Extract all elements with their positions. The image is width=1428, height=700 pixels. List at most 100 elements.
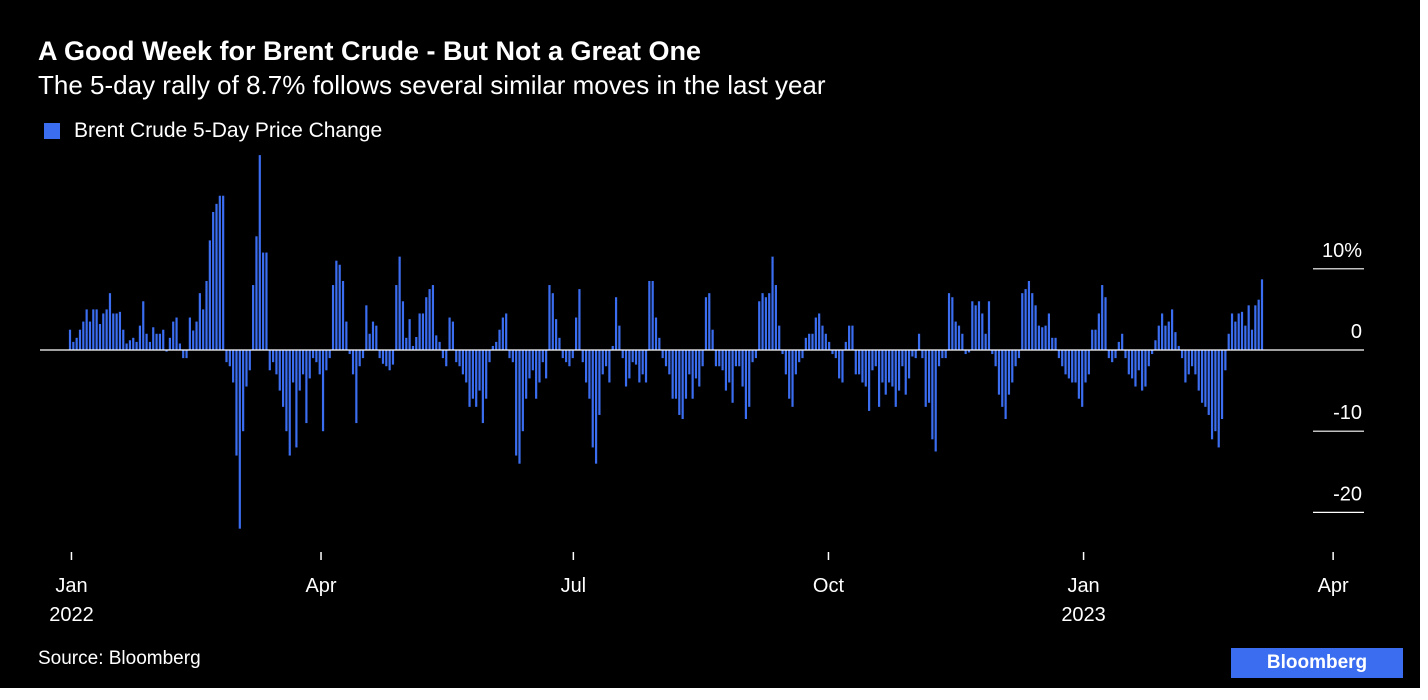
bar (834, 350, 837, 359)
bar (428, 289, 431, 350)
legend-swatch (44, 123, 60, 139)
bar (272, 350, 275, 363)
bar (624, 350, 628, 387)
bar (438, 341, 441, 350)
bar (798, 350, 801, 363)
bar (984, 333, 987, 350)
bar (262, 252, 265, 350)
bar (841, 350, 844, 383)
bar (1124, 350, 1127, 359)
bar (591, 350, 594, 448)
bar (761, 293, 764, 350)
bar (85, 309, 88, 350)
x-tick-label: Apr (1318, 575, 1349, 597)
bar (1101, 285, 1104, 350)
bar (182, 350, 185, 359)
bar (1240, 311, 1244, 350)
bar (1244, 325, 1247, 350)
bar (381, 350, 385, 364)
bar (1027, 280, 1031, 350)
bar (974, 305, 977, 350)
bar (455, 350, 458, 363)
bar (814, 317, 817, 350)
bar (1134, 350, 1137, 387)
bar (641, 350, 644, 375)
bar (215, 203, 218, 350)
bar (258, 155, 261, 350)
bar (228, 350, 231, 367)
bar (594, 350, 598, 464)
bar (578, 289, 581, 350)
bar (1011, 350, 1014, 383)
bar (1081, 350, 1084, 407)
bar (388, 350, 391, 371)
bar (871, 350, 874, 371)
bar (651, 280, 654, 350)
bar (1034, 305, 1037, 350)
bar (311, 350, 315, 359)
bar (1161, 313, 1164, 350)
bar (738, 350, 741, 367)
bar (634, 350, 638, 365)
bar (1064, 350, 1067, 375)
bar (811, 333, 814, 350)
bar (1257, 299, 1260, 350)
bar (1054, 337, 1057, 350)
bar (1190, 350, 1194, 367)
bar (78, 329, 82, 350)
bar (997, 350, 1001, 395)
bar (1180, 350, 1184, 359)
bar (1024, 289, 1027, 350)
bar (305, 350, 308, 424)
bar (105, 309, 108, 350)
bar (1071, 350, 1074, 383)
bar (934, 350, 937, 452)
bar (911, 350, 914, 357)
bar (405, 337, 408, 350)
bar (122, 329, 125, 350)
bar (218, 195, 221, 350)
bar (914, 350, 917, 359)
source-note: Source: Bloomberg (38, 648, 201, 669)
bar (1114, 350, 1117, 359)
bar (461, 350, 464, 375)
bar (371, 321, 375, 350)
bar (1214, 350, 1217, 432)
bar (268, 350, 271, 371)
bar (1167, 321, 1170, 350)
bar (351, 350, 355, 375)
bar (471, 350, 474, 399)
bar (318, 350, 321, 375)
bar (921, 350, 924, 359)
bar (684, 350, 688, 399)
bar (1094, 329, 1097, 350)
bar (858, 350, 861, 375)
x-tick-label: Apr (305, 575, 336, 597)
bar (828, 341, 831, 350)
bar (631, 350, 634, 363)
bar (598, 350, 601, 415)
bar (628, 350, 631, 379)
bar (728, 350, 731, 383)
bar (118, 311, 122, 350)
chart-subtitle: The 5-day rally of 8.7% follows several … (38, 70, 826, 100)
bar (548, 285, 551, 350)
bar (611, 345, 614, 350)
bar (315, 350, 318, 363)
bar (1144, 350, 1147, 387)
bar (478, 350, 481, 391)
bar (1164, 325, 1167, 350)
bar (648, 280, 651, 350)
bar (358, 350, 361, 367)
bar (744, 350, 748, 420)
bar (1007, 350, 1011, 395)
bar (991, 350, 994, 355)
bar (864, 350, 867, 387)
bar (491, 345, 494, 350)
bar (1117, 341, 1120, 350)
bar (601, 350, 604, 375)
bar (1207, 350, 1210, 415)
bar (72, 341, 75, 350)
bar (401, 301, 405, 350)
bar (368, 333, 371, 350)
